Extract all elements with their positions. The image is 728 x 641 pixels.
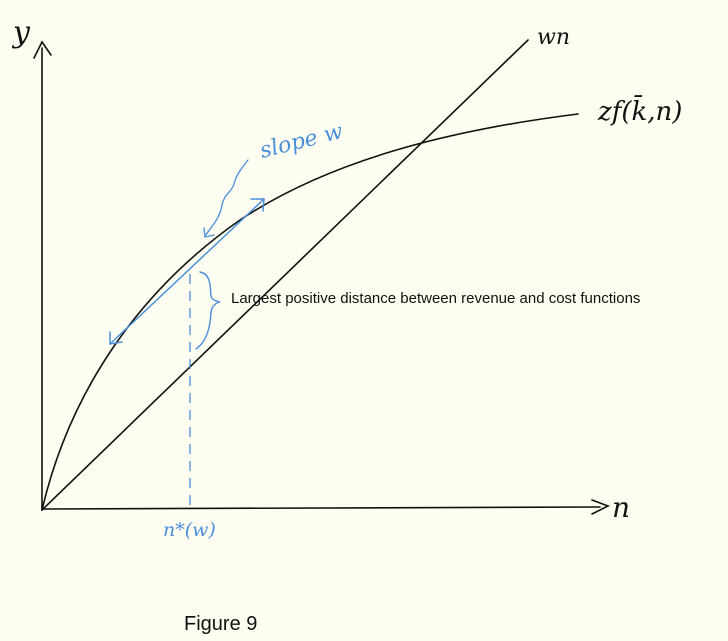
optimum-label: n*(w) xyxy=(163,519,216,541)
cost-line xyxy=(41,39,529,511)
tangent-arrowhead-upper xyxy=(250,198,265,212)
tangent-arrow xyxy=(109,198,265,345)
x-axis-label: n xyxy=(612,491,630,524)
y-axis-arrowhead xyxy=(33,40,52,59)
slope-leader-tick xyxy=(203,227,215,238)
revenue-curve-label: zf(k̄,n) xyxy=(597,94,682,127)
distance-brace xyxy=(195,271,221,350)
y-axis-label: y xyxy=(11,15,31,50)
y-axis xyxy=(33,40,52,511)
x-axis xyxy=(41,499,610,515)
cost-line-label: wn xyxy=(537,25,570,50)
slope-label: slope w xyxy=(257,119,345,164)
distance-annotation: Largest positive distance between revenu… xyxy=(231,290,641,307)
tangent-arrowhead-lower xyxy=(109,331,123,345)
figure-caption: Figure 9 xyxy=(184,613,258,635)
revenue-curve xyxy=(41,113,579,511)
x-axis-arrowhead xyxy=(591,499,610,515)
slope-leader xyxy=(204,159,249,237)
